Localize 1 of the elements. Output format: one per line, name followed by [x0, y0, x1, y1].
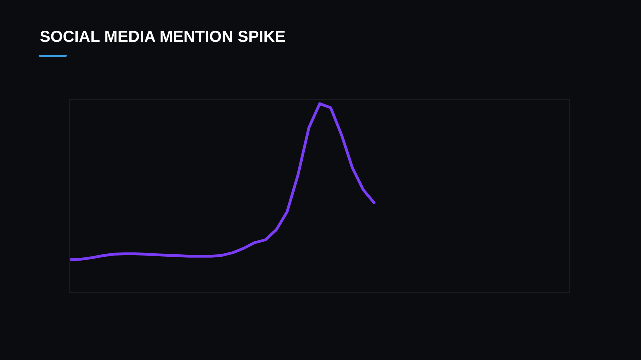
- chart-title: SOCIAL MEDIA MENTION SPIKE: [40, 30, 286, 42]
